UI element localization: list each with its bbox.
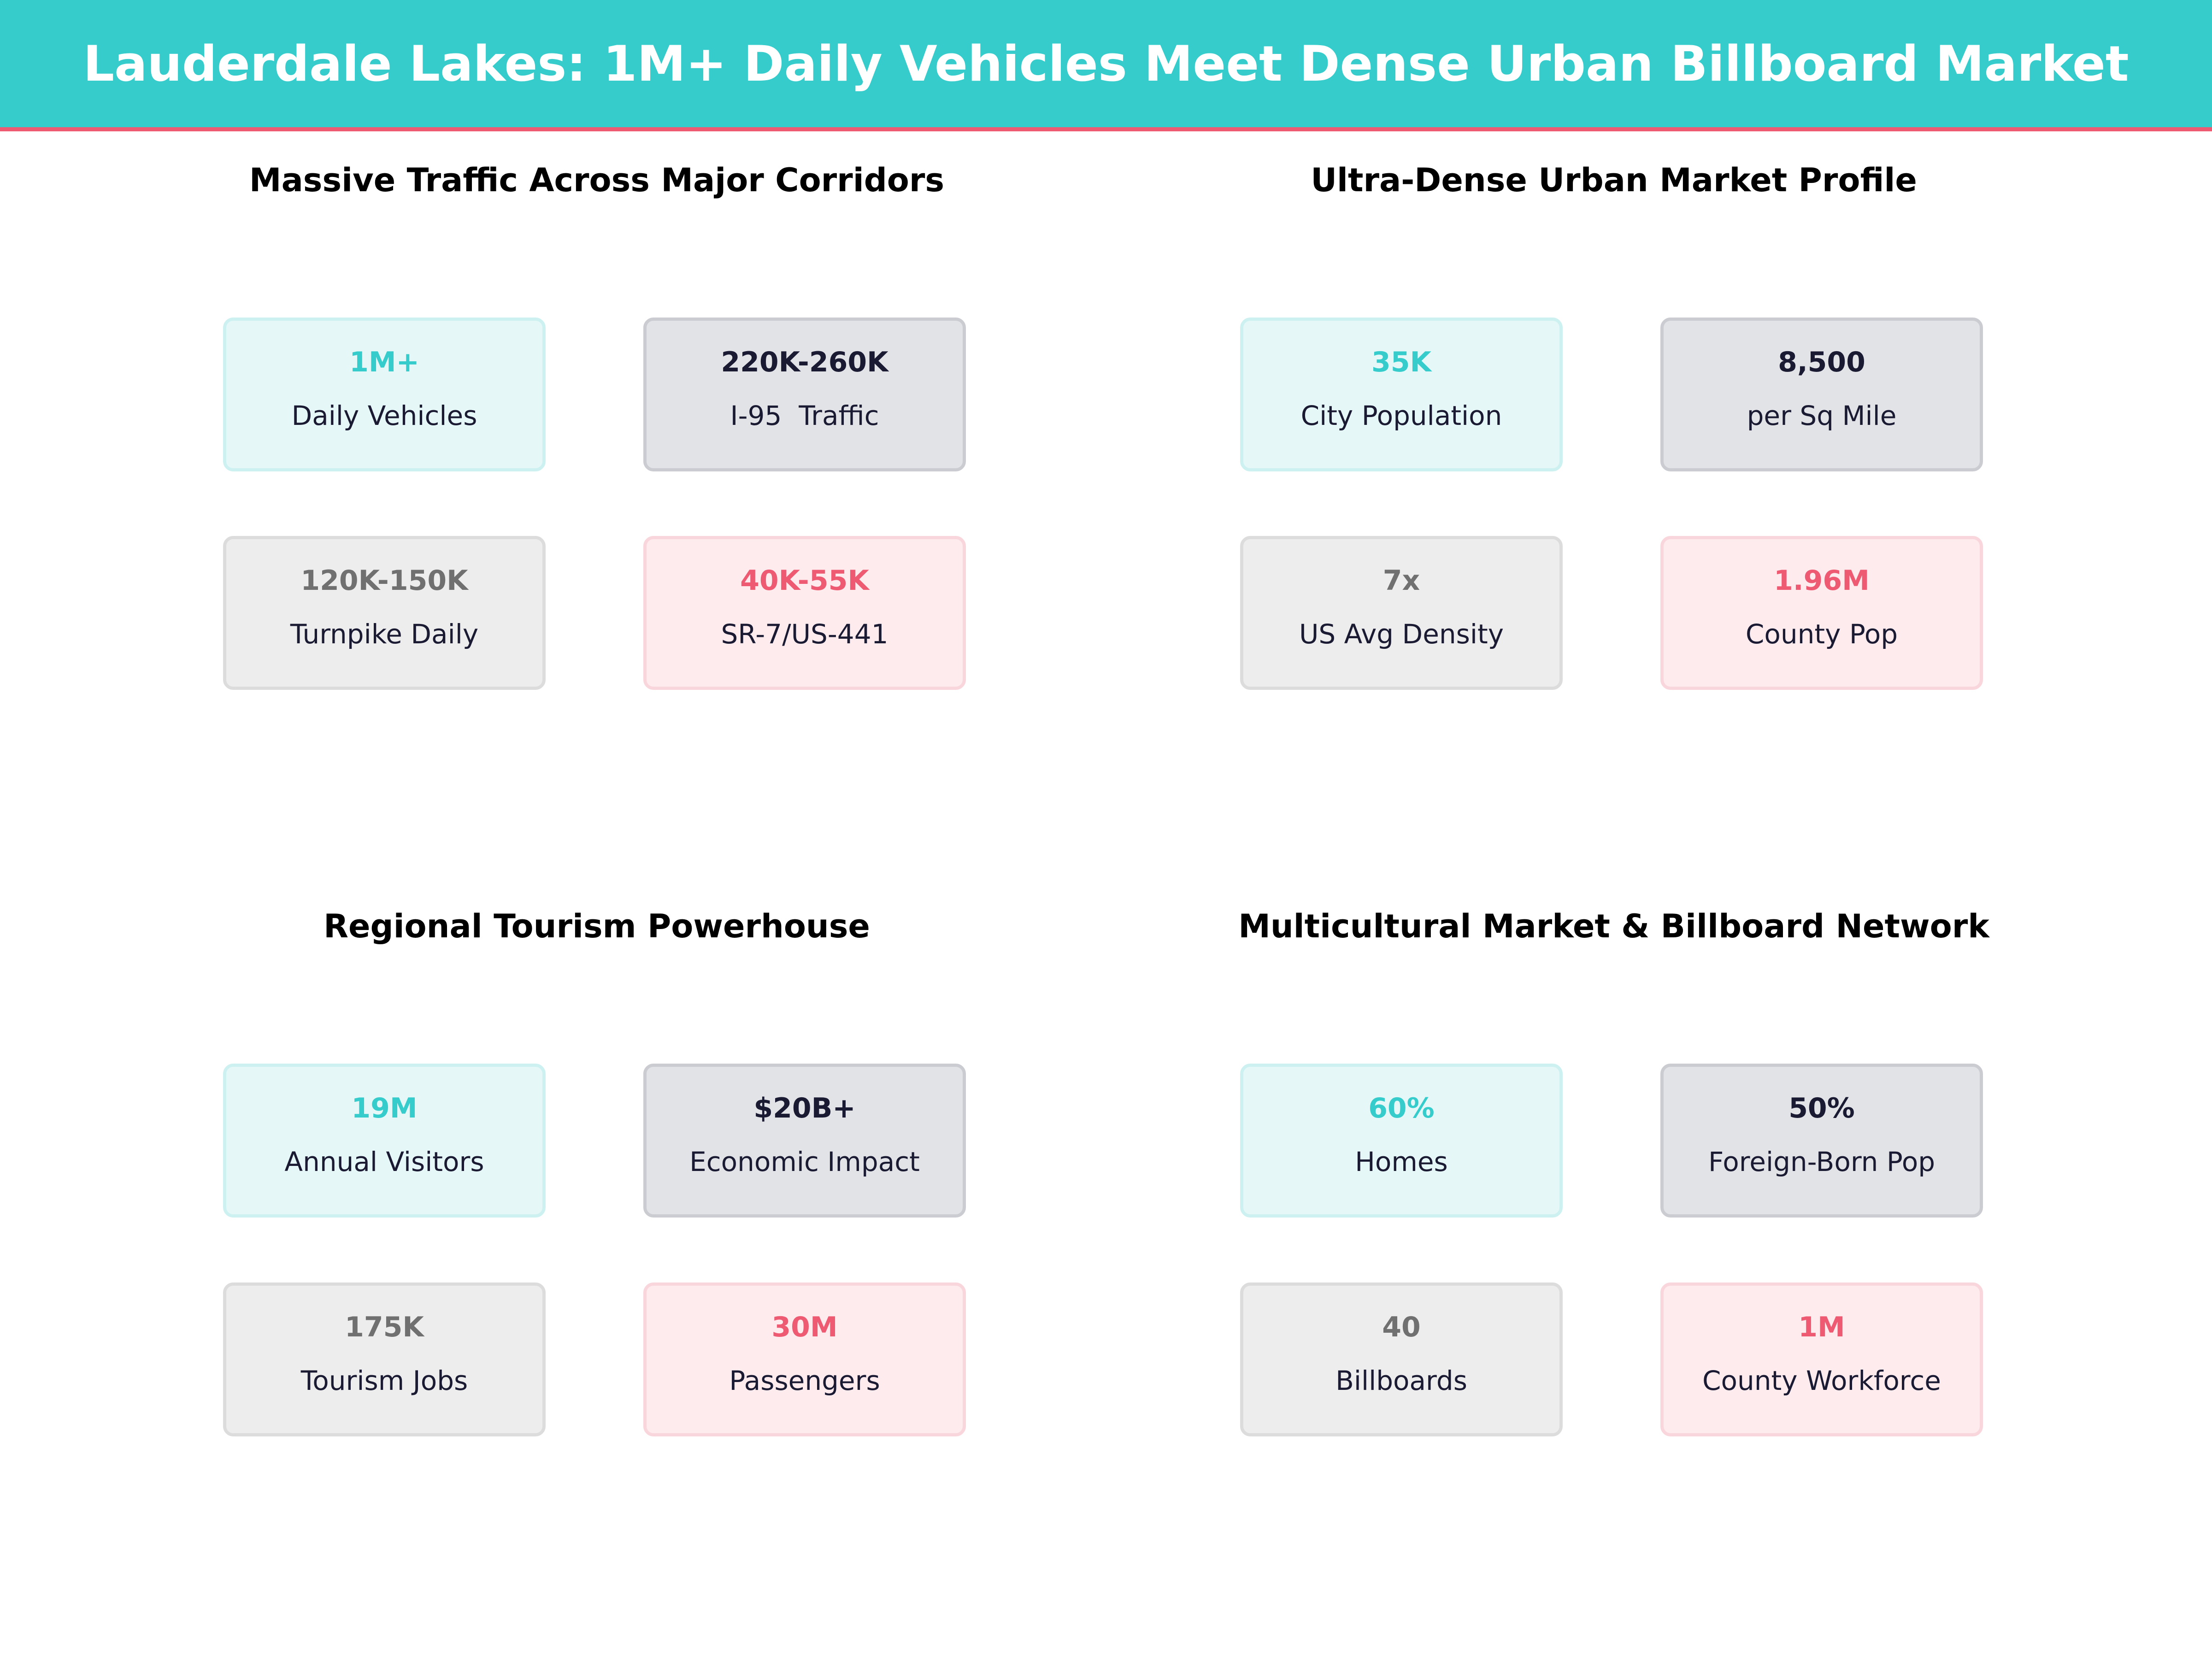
stat-label: I-95 Traffic <box>730 400 879 431</box>
stat-value: 60% <box>1368 1092 1435 1124</box>
stat-card: 19M Annual Visitors <box>223 1064 546 1218</box>
stat-card: 1M County Workforce <box>1660 1282 1983 1436</box>
stat-card: 40 Billboards <box>1240 1282 1563 1436</box>
stat-value: 35K <box>1371 346 1431 378</box>
page-title: Lauderdale Lakes: 1M+ Daily Vehicles Mee… <box>83 35 2129 92</box>
stat-value: 8,500 <box>1778 346 1865 378</box>
stat-value: $20B+ <box>753 1092 856 1124</box>
stat-value: 40 <box>1382 1311 1421 1343</box>
stat-card: 40K-55K SR-7/US-441 <box>643 536 966 690</box>
stat-card: 1.96M County Pop <box>1660 536 1983 690</box>
stat-card: 8,500 per Sq Mile <box>1660 318 1983 471</box>
section-title: Ultra-Dense Urban Market Profile <box>1311 161 1917 199</box>
stat-card: $20B+ Economic Impact <box>643 1064 966 1218</box>
stat-label: per Sq Mile <box>1747 400 1897 431</box>
stat-card: 35K City Population <box>1240 318 1563 471</box>
stat-card: 120K-150K Turnpike Daily <box>223 536 546 690</box>
section-title: Multicultural Market & Billboard Network <box>1238 907 1989 945</box>
section-title: Massive Traffic Across Major Corridors <box>249 161 945 199</box>
stat-label: Foreign-Born Pop <box>1708 1146 1936 1177</box>
header-banner: Lauderdale Lakes: 1M+ Daily Vehicles Mee… <box>0 0 2212 131</box>
stat-label: SR-7/US-441 <box>721 618 888 650</box>
stat-value: 50% <box>1788 1092 1855 1124</box>
stat-value: 1.96M <box>1774 565 1870 597</box>
stat-label: County Pop <box>1745 618 1898 650</box>
stat-value: 120K-150K <box>300 565 468 597</box>
stat-card: 30M Passengers <box>643 1282 966 1436</box>
stat-value: 40K-55K <box>740 565 869 597</box>
stat-card: 175K Tourism Jobs <box>223 1282 546 1436</box>
stat-value: 19M <box>351 1092 418 1124</box>
stat-card: 60% Homes <box>1240 1064 1563 1218</box>
stat-label: City Population <box>1300 400 1502 431</box>
stat-value: 220K-260K <box>721 346 888 378</box>
stat-value: 1M+ <box>349 346 419 378</box>
stat-label: Billboards <box>1335 1365 1467 1396</box>
stat-value: 175K <box>345 1311 424 1343</box>
stat-card: 50% Foreign-Born Pop <box>1660 1064 1983 1218</box>
stat-label: Daily Vehicles <box>291 400 477 431</box>
stat-label: Homes <box>1355 1146 1448 1177</box>
stat-value: 30M <box>771 1311 838 1343</box>
stat-label: Passengers <box>729 1365 880 1396</box>
stat-card: 1M+ Daily Vehicles <box>223 318 546 471</box>
stat-label: Tourism Jobs <box>300 1365 468 1396</box>
stat-card: 7x US Avg Density <box>1240 536 1563 690</box>
stat-value: 7x <box>1382 565 1420 597</box>
stat-label: Economic Impact <box>689 1146 920 1177</box>
stat-label: Turnpike Daily <box>290 618 479 650</box>
section-title: Regional Tourism Powerhouse <box>324 907 870 945</box>
stat-label: County Workforce <box>1702 1365 1941 1396</box>
stat-label: Annual Visitors <box>284 1146 484 1177</box>
stat-value: 1M <box>1798 1311 1845 1343</box>
stat-card: 220K-260K I-95 Traffic <box>643 318 966 471</box>
stat-label: US Avg Density <box>1299 618 1504 650</box>
